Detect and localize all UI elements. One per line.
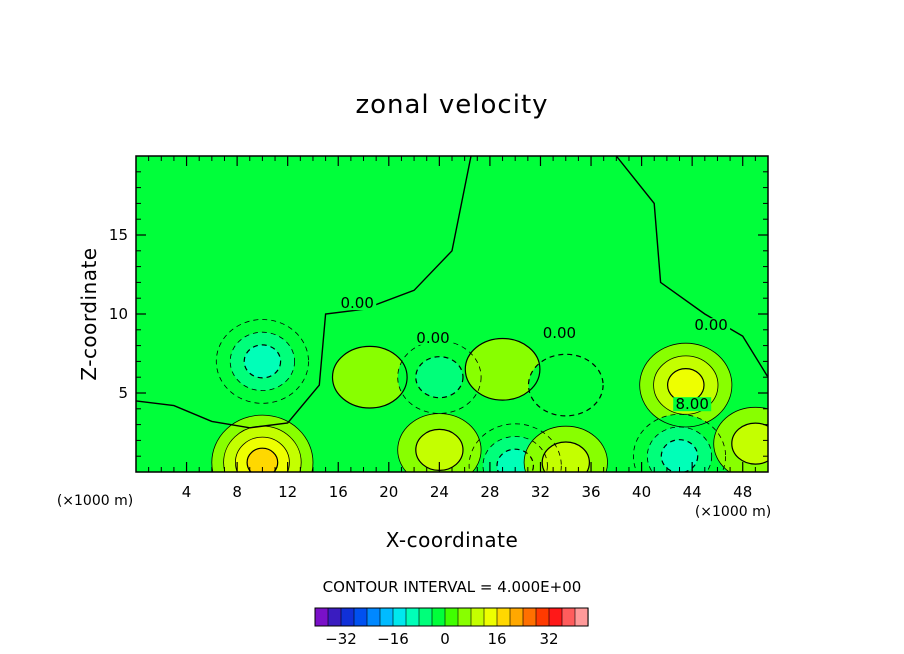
positive-contour-line: [235, 436, 290, 472]
negative-contour-line: [215, 319, 309, 404]
x-tick-label: 24: [430, 483, 449, 501]
y-tick-label: 15: [109, 226, 128, 244]
colorbar: [314, 607, 589, 627]
x-tick-label: 4: [182, 483, 192, 501]
positive-contour-line: [653, 355, 719, 415]
negative-contour-line: [468, 423, 562, 472]
positive-contour-line: [713, 406, 768, 472]
colorbar-swatch: [340, 607, 355, 627]
colorbar-swatch: [535, 607, 550, 627]
x-tick-label: 28: [480, 483, 499, 501]
colorbar-frame: [314, 607, 589, 627]
positive-contour-line: [523, 425, 608, 472]
y-tick-label: 10: [109, 305, 128, 323]
colorbar-swatch: [366, 607, 381, 627]
positive-contour-line: [331, 345, 408, 409]
x-tick-label: 12: [278, 483, 297, 501]
negative-contour-line: [496, 448, 534, 472]
y-tick-label: 5: [118, 384, 128, 402]
contour-fill-band: [731, 423, 768, 465]
x-tick-label: 32: [531, 483, 550, 501]
colorbar-swatch: [392, 607, 407, 627]
colorbar-swatch: [405, 607, 420, 627]
chart-title: zonal velocity: [355, 90, 548, 120]
positive-contour-line: [223, 425, 302, 472]
contour-fill-band: [667, 368, 704, 402]
colorbar-swatch: [314, 607, 329, 627]
x-tick-label: 36: [581, 483, 600, 501]
colorbar-swatch: [327, 607, 342, 627]
negative-contour-line: [415, 356, 464, 399]
contour-label-bg: [414, 330, 452, 345]
contour-label: 0.00: [340, 294, 373, 312]
zero-contour-line: [136, 156, 472, 429]
contour-interval: CONTOUR INTERVAL = 4.000E+00: [323, 578, 582, 596]
colorbar-swatch: [496, 607, 511, 627]
colorbar-swatch: [444, 607, 459, 627]
positive-contour-line: [246, 447, 279, 472]
contour-fill-band: [661, 439, 698, 472]
colorbar-swatch: [483, 607, 498, 627]
colorbar-tick-label: −16: [377, 630, 409, 648]
colorbar-swatch: [470, 607, 485, 627]
contour-fill-band: [247, 448, 278, 472]
plot-area: 0.000.00 0.00 0.008.00 4 8 12 16 20 24 28 32 36 40 4…: [109, 155, 769, 501]
contour-fill-band: [415, 356, 463, 398]
contour-fill-band: [528, 354, 604, 416]
positive-contour-line: [397, 413, 482, 472]
negative-contour-line: [229, 331, 295, 391]
x-axis-label: X-coordinate: [386, 528, 519, 552]
x-tick-label: 44: [683, 483, 702, 501]
negative-contour-line: [243, 344, 282, 379]
colorbar-swatch: [418, 607, 433, 627]
colorbar-swatch: [457, 607, 472, 627]
contour-label: 0.00: [416, 329, 449, 347]
x-tick-label: 16: [329, 483, 348, 501]
colorbar-tick-label: 0: [440, 630, 450, 648]
x-tick-label: 40: [632, 483, 651, 501]
contour-label: 0.00: [543, 324, 576, 342]
x-tick-label: 8: [232, 483, 242, 501]
positive-contour-line: [211, 414, 314, 472]
contour-fill-band: [415, 429, 463, 471]
negative-contour-line: [482, 436, 548, 472]
colorbar-tick-label: −32: [325, 630, 357, 648]
positive-contour-line: [464, 337, 541, 401]
contour-fill-band: [332, 346, 408, 409]
contour-fill-band: [244, 344, 281, 378]
contour-label: 8.00: [675, 395, 708, 413]
x-unit-right: (×1000 m): [695, 504, 771, 520]
contour-label-bg: [673, 397, 712, 412]
contour-label: 0.00: [694, 316, 727, 334]
colorbar-tick-label: 32: [539, 630, 558, 648]
x-tick-label: 20: [379, 483, 398, 501]
colorbar-swatch: [509, 607, 524, 627]
negative-contour-line: [660, 439, 699, 472]
colorbar-swatch: [574, 607, 589, 627]
positive-contour-line: [541, 441, 590, 472]
colorbar-swatch: [548, 607, 563, 627]
x-unit-left: (×1000 m): [57, 493, 133, 509]
colorbar-swatch: [561, 607, 576, 627]
negative-contour-line: [633, 413, 726, 472]
colorbar-tick-label: 16: [487, 630, 506, 648]
x-tick-label: 48: [733, 483, 752, 501]
negative-contour-line: [527, 353, 604, 417]
contour-fill-band: [465, 338, 540, 401]
positive-contour-line: [639, 342, 733, 428]
colorbar-swatch: [379, 607, 394, 627]
contour-fill-band: [542, 442, 590, 472]
colorbar-swatch: [431, 607, 446, 627]
y-axis-label: Z-coordinate: [77, 247, 101, 380]
contour-label-bg: [338, 296, 377, 311]
colorbar-swatch: [522, 607, 537, 627]
contour-label-bg: [692, 318, 731, 333]
negative-contour-line: [646, 426, 713, 472]
zero-contour-line: [615, 156, 768, 378]
contour-label-bg: [540, 326, 579, 341]
colorbar-swatch: [353, 607, 368, 627]
positive-contour-line: [731, 422, 768, 465]
